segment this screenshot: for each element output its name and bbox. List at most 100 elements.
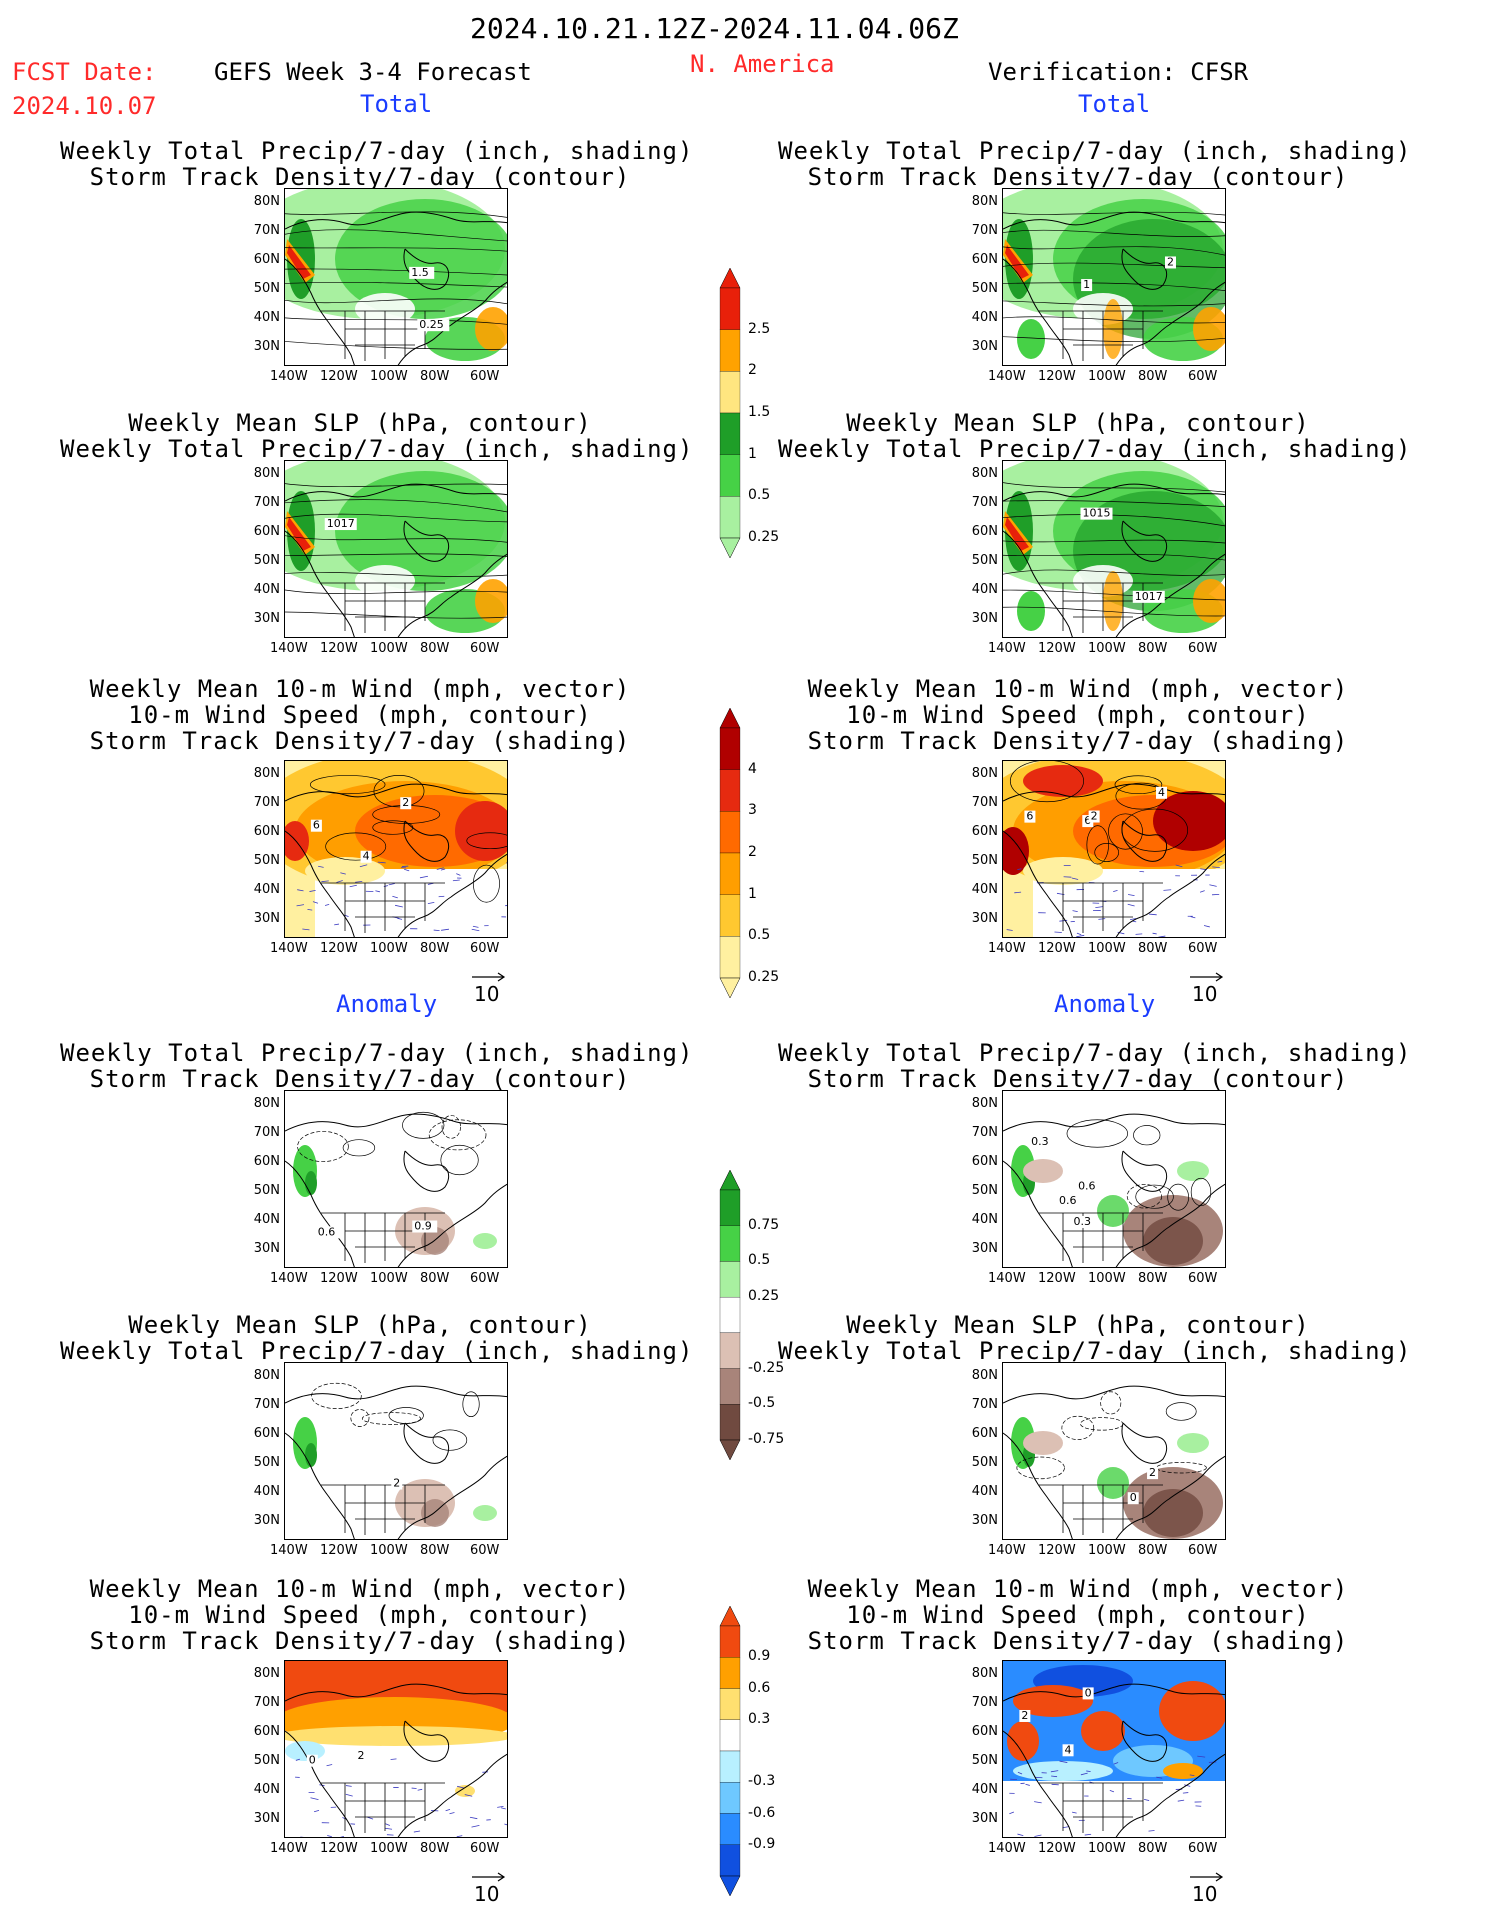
lon-tick-label: 120W: [1038, 369, 1076, 384]
lon-tick-label: 80W: [420, 1841, 450, 1856]
colorbar-swatch: [719, 496, 741, 539]
lat-tick-label: 60N: [253, 524, 280, 539]
lat-tick-label: 50N: [253, 1183, 280, 1198]
lon-tick-label: 120W: [1038, 641, 1076, 656]
panel-title-line: Weekly Mean SLP (hPa, contour): [128, 409, 592, 437]
lon-tick-label: 80W: [1138, 369, 1168, 384]
lon-tick-label: 60W: [1188, 941, 1218, 956]
lat-tick-label: 70N: [253, 495, 280, 510]
panel-title-line: Weekly Total Precip/7-day (inch, shading…: [778, 435, 1412, 463]
lat-tick-label: 30N: [971, 1513, 998, 1528]
colorbar: [719, 268, 741, 558]
section-anomaly-left: Anomaly: [336, 990, 438, 1018]
lon-tick-label: 140W: [988, 1543, 1026, 1558]
panel-title-line: Weekly Mean SLP (hPa, contour): [846, 1311, 1310, 1339]
lat-tick-label: 40N: [971, 1212, 998, 1227]
lon-tick-label: 60W: [1188, 641, 1218, 656]
lat-tick-label: 60N: [253, 252, 280, 267]
lat-tick-label: 50N: [971, 553, 998, 568]
lon-tick-label: 60W: [1188, 1543, 1218, 1558]
panel-title-line: Storm Track Density/7-day (shading): [89, 727, 631, 755]
vector-ref-label: 10: [1192, 982, 1218, 1006]
lon-tick-label: 140W: [988, 941, 1026, 956]
contour-label: 6: [313, 819, 320, 832]
colorbar-swatch: [719, 1404, 741, 1441]
lon-tick-label: 140W: [988, 1271, 1026, 1286]
lat-tick-label: 60N: [253, 1426, 280, 1441]
panel-title: Weekly Total Precip/7-day (inch, shading…: [60, 1039, 694, 1092]
contour-label: 1: [1083, 278, 1090, 291]
vector-ref-arrow: [1190, 972, 1224, 982]
contour-label: 0.3: [1074, 1215, 1092, 1228]
panel-title: Weekly Total Precip/7-day (inch, shading…: [778, 1040, 1410, 1093]
colorbar-label: 0.5: [748, 487, 771, 504]
lat-tick-label: 40N: [253, 310, 280, 325]
fcst-date-value: 2024.10.07: [12, 92, 157, 120]
lat-tick-label: 50N: [253, 1753, 280, 1768]
lat-tick-label: 30N: [971, 1811, 998, 1826]
panel-title-line: Weekly Total Precip/7-day (inch, shading…: [60, 137, 694, 165]
panel-title: Weekly Mean SLP (hPa, contour) Weekly Tot…: [60, 1312, 692, 1364]
lat-tick-label: 40N: [253, 1782, 280, 1797]
panel-title-line: Weekly Total Precip/7-day (inch, shading…: [60, 1039, 694, 1067]
map-panel: 0.6 0.9: [284, 1090, 508, 1268]
map-panel: 1.5 0.25: [284, 188, 508, 366]
region-label: N. America: [690, 50, 835, 78]
lon-tick-label: 100W: [370, 1543, 408, 1558]
colorbar-swatch: [719, 1844, 741, 1877]
contour-label: 2: [1149, 1466, 1156, 1479]
map-panel: 0.3 0.6 0.3 0.6: [1002, 1090, 1226, 1268]
panel-title-line: Storm Track Density/7-day (shading): [89, 1627, 631, 1655]
lat-tick-label: 80N: [253, 1368, 280, 1383]
colorbar-swatch: [719, 1368, 741, 1405]
contour-label: 6: [1026, 810, 1033, 823]
panel-title-line: Weekly Mean SLP (hPa, contour): [846, 409, 1310, 437]
lon-tick-label: 60W: [1188, 369, 1218, 384]
lat-tick-label: 30N: [971, 911, 998, 926]
colorbar-label: 1: [748, 885, 757, 902]
vector-ref-label: 10: [474, 1882, 500, 1906]
panel-title-line: Storm Track Density/7-day (contour): [807, 1065, 1349, 1093]
contour-label: 0: [1130, 1491, 1137, 1504]
panel-title: Weekly Mean SLP (hPa, contour) Weekly Tot…: [778, 1311, 1410, 1364]
lon-tick-label: 140W: [270, 1543, 308, 1558]
panel-title: Weekly Mean 10-m Wind (mph, vector) 10-m …: [60, 676, 660, 754]
lon-tick-label: 120W: [320, 641, 358, 656]
contour-label: 0.25: [419, 318, 444, 331]
lat-tick-label: 60N: [971, 824, 998, 839]
colorbar-swatch: [719, 1189, 741, 1226]
panel-title: Weekly Mean SLP (hPa, contour) Weekly Tot…: [778, 409, 1412, 463]
contour-label: 0.6: [318, 1225, 336, 1238]
lon-tick-label: 60W: [470, 641, 500, 656]
panel-title: Weekly Total Precip/7-day (inch, shading…: [60, 137, 694, 190]
contour-label: 4: [1158, 786, 1165, 799]
lat-tick-label: 40N: [253, 1484, 280, 1499]
lat-tick-label: 40N: [253, 582, 280, 597]
lat-tick-label: 50N: [253, 281, 280, 296]
colorbar-label: 0.75: [748, 1216, 780, 1233]
lat-tick-label: 70N: [971, 1695, 998, 1710]
map-panel: 1015 1017: [1002, 460, 1226, 638]
colorbar-swatch: [719, 894, 741, 937]
lon-tick-label: 100W: [1088, 1271, 1126, 1286]
colorbar-swatch: [719, 727, 741, 770]
lat-tick-label: 80N: [971, 194, 998, 209]
map-panel: 2: [284, 1362, 508, 1540]
contour-label: 0: [309, 1754, 316, 1767]
lon-tick-label: 120W: [1038, 1271, 1076, 1286]
panel-title-line: Weekly Total Precip/7-day (inch, shading…: [60, 435, 694, 463]
lon-tick-label: 60W: [470, 941, 500, 956]
verification-label: Verification: CFSR: [988, 58, 1249, 86]
colorbar-swatch: [719, 454, 741, 497]
vector-ref-arrow: [472, 972, 506, 982]
lat-tick-label: 80N: [253, 466, 280, 481]
contour-label: 1017: [327, 517, 355, 530]
lat-tick-label: 50N: [971, 853, 998, 868]
lat-tick-label: 30N: [253, 1513, 280, 1528]
period-title: 2024.10.21.12Z-2024.11.04.06Z: [470, 12, 959, 45]
map-panel: 1017: [284, 460, 508, 638]
colorbar-swatch: [719, 1625, 741, 1658]
lon-tick-label: 140W: [270, 369, 308, 384]
